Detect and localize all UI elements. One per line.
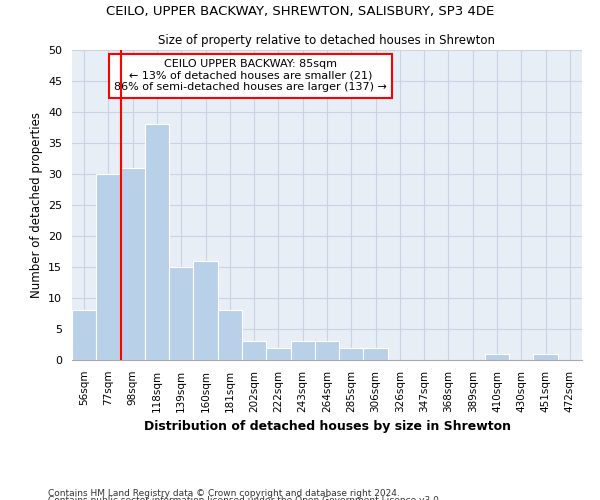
Bar [169, 267, 193, 360]
Bar [72, 310, 96, 360]
Bar [339, 348, 364, 360]
Bar [364, 348, 388, 360]
Y-axis label: Number of detached properties: Number of detached properties [29, 112, 43, 298]
Text: CEILO, UPPER BACKWAY, SHREWTON, SALISBURY, SP3 4DE: CEILO, UPPER BACKWAY, SHREWTON, SALISBUR… [106, 5, 494, 18]
Bar [145, 124, 169, 360]
Bar [485, 354, 509, 360]
Bar [315, 342, 339, 360]
Bar [533, 354, 558, 360]
Bar [121, 168, 145, 360]
Text: CEILO UPPER BACKWAY: 85sqm
← 13% of detached houses are smaller (21)
86% of semi: CEILO UPPER BACKWAY: 85sqm ← 13% of deta… [114, 60, 387, 92]
Text: Contains HM Land Registry data © Crown copyright and database right 2024.: Contains HM Land Registry data © Crown c… [48, 488, 400, 498]
Bar [290, 342, 315, 360]
Bar [193, 261, 218, 360]
X-axis label: Distribution of detached houses by size in Shrewton: Distribution of detached houses by size … [143, 420, 511, 433]
Bar [96, 174, 121, 360]
Text: Contains public sector information licensed under the Open Government Licence v3: Contains public sector information licen… [48, 496, 442, 500]
Title: Size of property relative to detached houses in Shrewton: Size of property relative to detached ho… [158, 34, 496, 48]
Bar [242, 342, 266, 360]
Bar [266, 348, 290, 360]
Bar [218, 310, 242, 360]
